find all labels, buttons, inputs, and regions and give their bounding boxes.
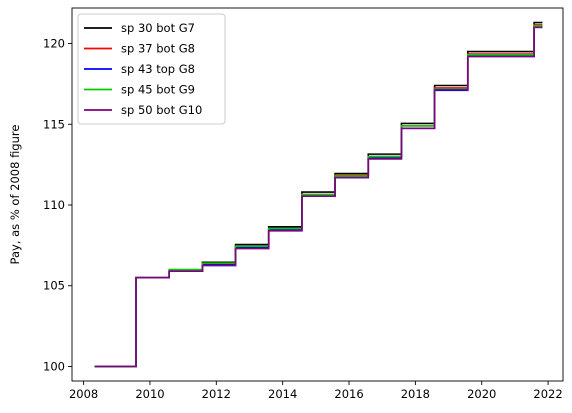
series-layer: [94, 21, 543, 368]
x-tick-label: 2018: [401, 387, 430, 401]
x-tick-label: 2012: [202, 387, 231, 401]
y-tick-label: 120: [43, 37, 65, 51]
x-tick-label: 2010: [135, 387, 164, 401]
x-tick-label: 2020: [467, 387, 496, 401]
legend-item-label: sp 30 bot G7: [121, 21, 195, 35]
x-tick-label: 2014: [268, 387, 297, 401]
legend-item-label: sp 45 bot G9: [121, 83, 195, 97]
y-tick-label: 100: [43, 359, 65, 373]
tick-layer: 2008 2010 2012 2014 2016 2018 2020 2022 100 105 11…: [43, 37, 563, 401]
legend-item-label: sp 43 top G8: [121, 62, 195, 76]
x-tick-label: 2016: [334, 387, 363, 401]
series-line: [94, 24, 543, 368]
series-line: [94, 26, 543, 368]
plot-frame: [71, 7, 564, 382]
y-tick-label: 115: [43, 117, 65, 131]
legend: sp 30 bot G7 sp 37 bot G8 sp 43 top G8 sp 4…: [77, 13, 226, 125]
x-tick-label: 2022: [533, 387, 562, 401]
legend-box: [77, 13, 226, 125]
y-axis-label: Pay, as % of 2008 figure: [8, 125, 22, 265]
x-tick-label: 2008: [69, 387, 98, 401]
legend-item-label: sp 50 bot G10: [121, 103, 202, 117]
y-tick-label: 110: [43, 198, 65, 212]
y-tick-label: 105: [43, 279, 65, 293]
legend-item-label: sp 37 bot G8: [121, 42, 195, 56]
